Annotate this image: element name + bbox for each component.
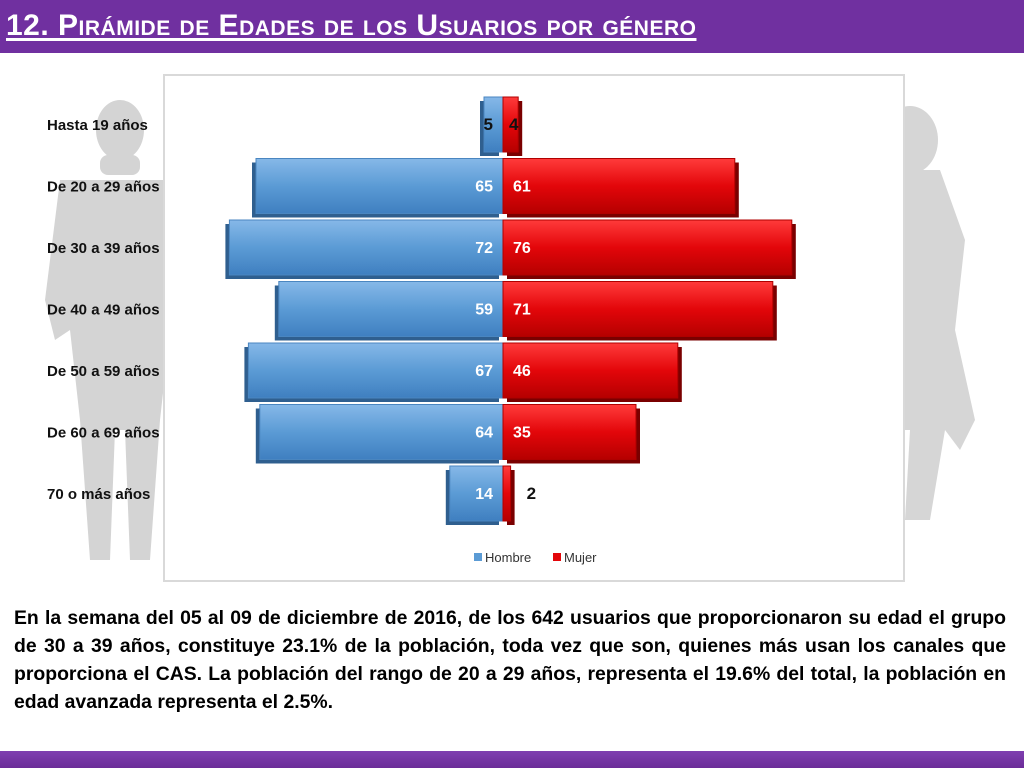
bar-mujer xyxy=(502,96,519,153)
bar-hombre xyxy=(259,404,504,460)
page-title: 12. Pirámide de Edades de los Usuarios p… xyxy=(6,9,697,42)
legend-label-mujer: Mujer xyxy=(564,550,597,565)
value-label-hombre: 65 xyxy=(475,179,493,196)
value-label-mujer: 61 xyxy=(513,179,531,196)
category-label: De 30 a 39 años xyxy=(47,240,160,257)
bar-mujer xyxy=(502,465,512,522)
bars: 5 4 65 61 72 76 59 71 67 46 64 35 14 2 xyxy=(225,96,796,525)
summary-paragraph: En la semana del 05 al 09 de diciembre d… xyxy=(14,607,1006,713)
value-label-hombre: 5 xyxy=(484,115,493,134)
value-label-mujer: 46 xyxy=(513,363,531,380)
value-label-hombre: 72 xyxy=(475,240,493,257)
value-label-mujer: 2 xyxy=(527,484,536,503)
footer-bar xyxy=(0,751,1024,768)
category-label: 70 o más años xyxy=(47,486,150,503)
value-label-hombre: 14 xyxy=(475,486,493,503)
bar-hombre xyxy=(449,465,504,522)
category-label: De 60 a 69 años xyxy=(47,425,160,442)
value-label-hombre: 67 xyxy=(475,363,493,380)
bar-mujer xyxy=(502,219,793,276)
value-label-mujer: 71 xyxy=(513,302,531,319)
man-silhouette-icon xyxy=(45,100,195,560)
legend-label-hombre: Hombre xyxy=(485,550,531,565)
bar-mujer xyxy=(502,342,679,399)
pyramid-chart: Hasta 19 años De 20 a 29 años De 30 a 39 a… xyxy=(47,96,796,565)
bar-hombre xyxy=(228,219,504,276)
category-labels: Hasta 19 años De 20 a 29 años De 30 a 39 a… xyxy=(47,117,160,503)
category-label: De 20 a 29 años xyxy=(47,179,160,196)
value-label-hombre: 59 xyxy=(475,302,493,319)
category-label: De 50 a 59 años xyxy=(47,363,160,380)
bar-mujer xyxy=(502,404,637,460)
value-label-hombre: 64 xyxy=(475,425,493,442)
value-label-mujer: 35 xyxy=(513,425,531,442)
bar-mujer xyxy=(502,158,736,214)
category-label: Hasta 19 años xyxy=(47,117,148,134)
bar-hombre xyxy=(247,342,504,399)
legend-swatch-mujer xyxy=(553,553,561,561)
bar-hombre xyxy=(278,281,504,337)
legend-swatch-hombre xyxy=(474,553,482,561)
value-label-mujer: 76 xyxy=(513,240,531,257)
legend: Hombre Mujer xyxy=(474,550,597,565)
category-label: De 40 a 49 años xyxy=(47,302,160,319)
title-bar: 12. Pirámide de Edades de los Usuarios p… xyxy=(0,0,1024,53)
bar-mujer xyxy=(502,281,774,337)
bar-hombre xyxy=(255,158,504,214)
value-label-mujer: 4 xyxy=(509,115,519,134)
